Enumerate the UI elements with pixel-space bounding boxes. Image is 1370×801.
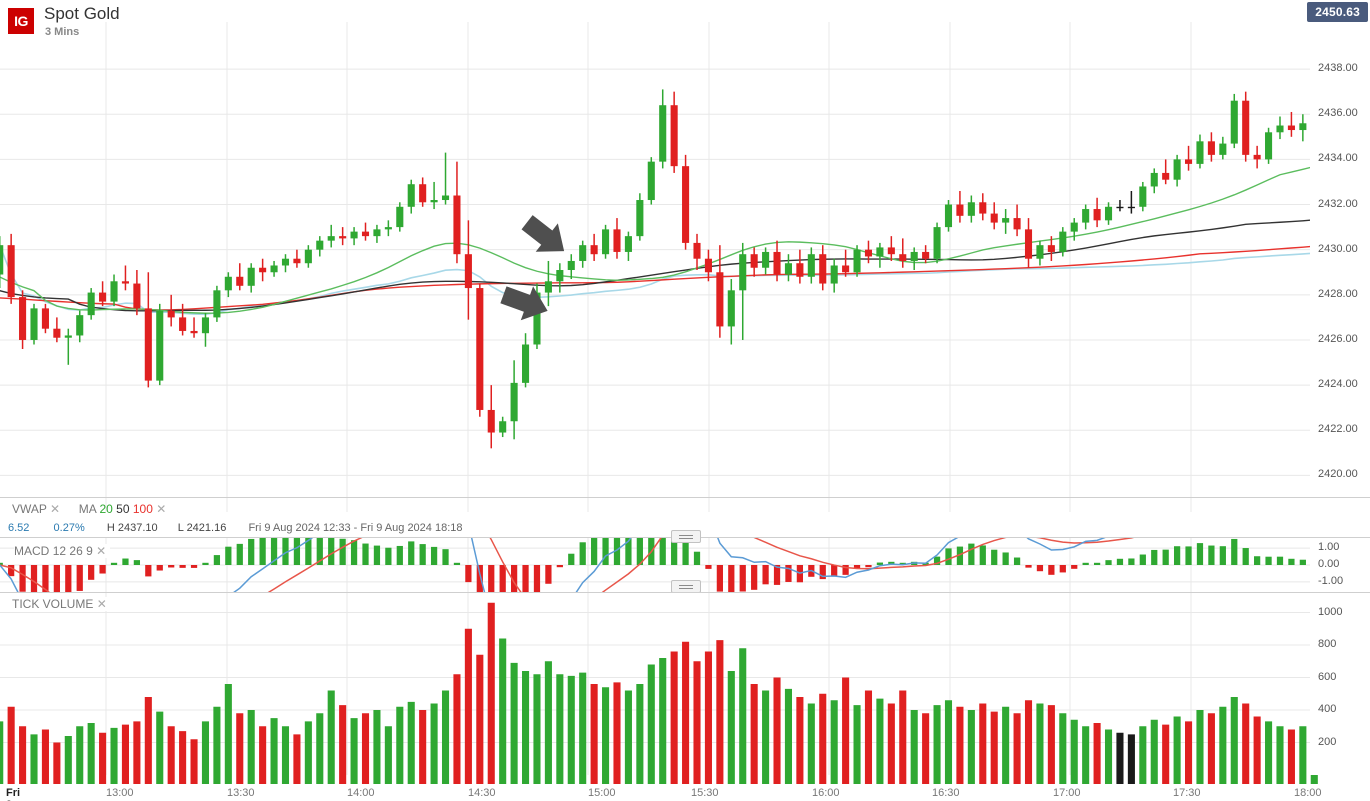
indicator-legend: VWAP ✕ MA 20 50 100 ✕ — [12, 502, 166, 516]
price-tick-label: 2420.00 — [1318, 468, 1358, 481]
session-range: Fri 9 Aug 2024 12:33 - Fri 9 Aug 2024 18… — [248, 522, 463, 534]
change-percent: 0.27% — [53, 522, 85, 534]
macd-param-signal[interactable]: 9 — [86, 544, 93, 558]
macd-panel[interactable]: 1.00 0.00 -1.00 — [0, 538, 1370, 592]
price-panel[interactable]: 2438.00 2436.00 2434.00 2432.00 2430.00 2428.… — [0, 0, 1370, 512]
time-color-strip — [0, 775, 1318, 784]
ma-period-50[interactable]: 50 — [116, 502, 130, 516]
time-tick: 15:00 — [588, 787, 616, 799]
time-tick: Fri 9 Aug — [6, 787, 21, 801]
time-tick: 17:00 — [1053, 787, 1081, 799]
vwap-close-icon[interactable]: ✕ — [50, 502, 61, 516]
ma-period-20[interactable]: 20 — [99, 502, 113, 516]
volume-tick-label: 400 — [1318, 703, 1337, 715]
volume-tick-label: 200 — [1318, 735, 1337, 748]
divider-above-legend — [0, 497, 1370, 498]
instrument-name: Spot Gold — [44, 4, 120, 23]
price-tick-label: 2432.00 — [1318, 197, 1358, 210]
volume-plot-area[interactable] — [0, 593, 1310, 775]
low-label: L — [177, 522, 184, 534]
time-tick: 14:30 — [468, 787, 496, 799]
volume-tick-label: 800 — [1318, 638, 1337, 650]
price-tick-label: 2428.00 — [1318, 287, 1358, 300]
volume-panel[interactable]: 1000 800 600 400 200 — [0, 593, 1370, 775]
time-tick: 14:00 — [347, 787, 375, 799]
arrow-annotation-lower[interactable] — [500, 281, 552, 325]
macd-legend: MACD 12 26 9 ✕ — [14, 544, 111, 558]
macd-tick-label: 1.00 — [1318, 541, 1340, 554]
chart-header: IG Spot Gold 3 Mins 2450.63 — [0, 0, 1370, 40]
macd-param-slow[interactable]: 26 — [69, 544, 83, 558]
candlestick-chart — [0, 22, 1310, 512]
ig-logo: IG — [8, 8, 34, 34]
macd-legend-label[interactable]: MACD — [14, 544, 50, 558]
time-tick: 18:00 — [1294, 787, 1322, 799]
time-tick: 17:30 — [1173, 787, 1201, 799]
divider-above-volume — [0, 592, 1370, 593]
macd-close-icon[interactable]: ✕ — [96, 544, 107, 558]
timeframe-label: 3 Mins — [45, 26, 80, 38]
macd-plot-area[interactable] — [0, 538, 1310, 592]
volume-legend-label[interactable]: TICK VOLUME — [12, 597, 94, 611]
volume-tick-label: 600 — [1318, 670, 1337, 683]
session-stats-row: 6.52 0.27% H 2437.10 L 2421.16 Fri 9 Aug… — [8, 522, 463, 534]
vwap-legend-label[interactable]: VWAP — [12, 502, 47, 516]
change-value: 6.52 — [8, 522, 30, 534]
time-tick: 16:30 — [932, 787, 960, 799]
arrow-annotation-upper[interactable] — [520, 215, 572, 259]
macd-tick-label: 0.00 — [1318, 558, 1340, 570]
price-plot-area[interactable] — [0, 0, 1310, 512]
last-price-badge: 2450.63 — [1307, 2, 1368, 22]
high-value: 2437.10 — [117, 522, 158, 534]
volume-legend: TICK VOLUME ✕ — [12, 597, 111, 611]
price-tick-label: 2436.00 — [1318, 107, 1358, 120]
macd-param-fast[interactable]: 12 — [52, 544, 67, 558]
price-tick-label: 2424.00 — [1318, 378, 1358, 391]
volume-tick-label: 1000 — [1318, 605, 1343, 618]
volume-chart — [0, 593, 1310, 775]
time-tick: 13:30 — [227, 787, 255, 799]
ma-close-icon[interactable]: ✕ — [156, 502, 167, 516]
time-tick: 13:00 — [106, 787, 134, 799]
price-tick-label: 2438.00 — [1318, 62, 1358, 75]
time-tick: 16:00 — [812, 787, 840, 799]
ma-period-100[interactable]: 100 — [132, 502, 153, 516]
price-tick-label: 2430.00 — [1318, 242, 1358, 255]
macd-resize-handle-top[interactable] — [671, 530, 701, 543]
volume-close-icon[interactable]: ✕ — [96, 597, 107, 611]
price-tick-label: 2422.00 — [1318, 423, 1358, 436]
macd-tick-label: -1.00 — [1318, 574, 1344, 587]
macd-chart — [0, 538, 1310, 592]
price-tick-label: 2426.00 — [1318, 332, 1358, 345]
time-tick: 15:30 — [691, 787, 719, 799]
time-axis[interactable]: Fri 9 Aug 13:00 13:30 14:00 14:30 15:00 15:30 1… — [0, 775, 1370, 801]
low-value: 2421.16 — [186, 522, 227, 534]
price-tick-label: 2434.00 — [1318, 152, 1358, 165]
high-label: H — [106, 522, 115, 534]
ma-legend-label[interactable]: MA — [78, 502, 97, 516]
